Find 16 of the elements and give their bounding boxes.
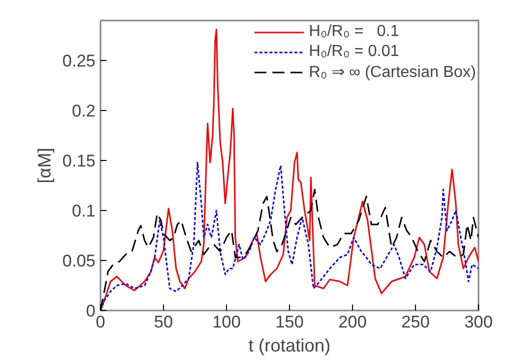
y-tick-label: 0.25 [62,52,96,70]
y-tick-label: 0.1 [72,202,96,220]
legend-label: R₀ ⇒ ∞ (Cartesian Box) [308,63,476,82]
y-tick-label: 0.2 [72,102,96,120]
y-tick-label: 0.05 [62,252,96,270]
x-tick-label: 150 [275,312,304,332]
x-tick-label: 50 [154,312,173,332]
x-tick-label: 100 [212,312,241,332]
y-tick-label: 0.15 [62,152,96,170]
x-axis-title: t (rotation) [248,336,331,356]
x-tick-label: 200 [338,312,367,332]
legend-label: H₀/R₀ = 0.1 [308,23,400,41]
x-tick-label: 250 [401,312,430,332]
x-tick-label: 300 [464,312,493,332]
y-axis-title: [αM] [34,148,54,184]
legend-label: H₀/R₀ = 0.01 [308,43,400,61]
